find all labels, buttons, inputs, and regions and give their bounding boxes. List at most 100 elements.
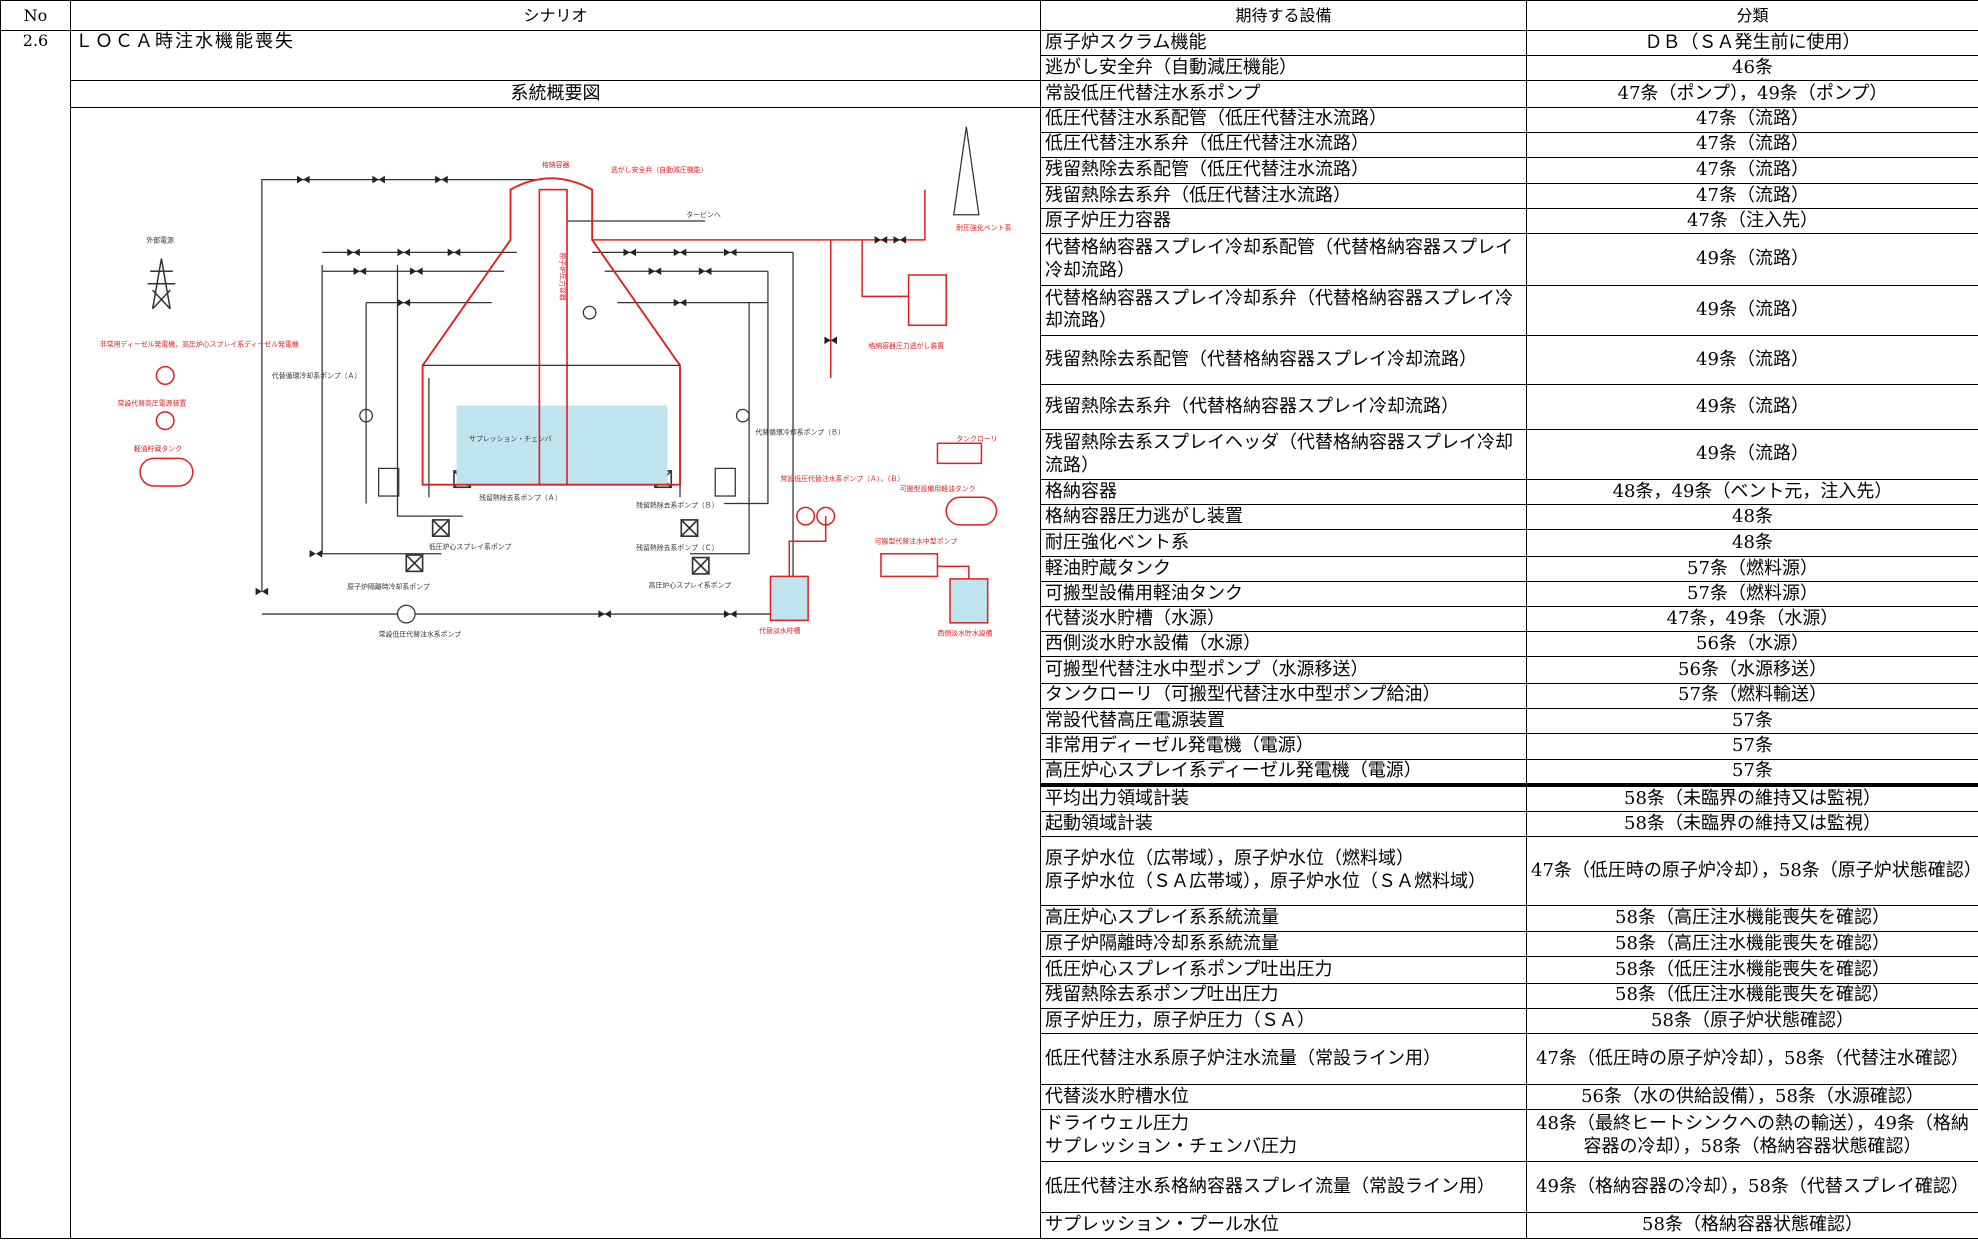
table-row: 残留熱除去系配管（低圧代替注水流路） 47条（流路） <box>1 156 1978 185</box>
valve <box>309 549 323 558</box>
pipe <box>396 264 463 517</box>
table-row: 格納容器圧力逃がし装置 48条 <box>1 504 1978 531</box>
table-row: 2.6 ＬＯＣＡ時注水機能喪失 原子炉スクラム機能 ＤＢ（ＳＡ発生前に使用） <box>0 29 1978 1239</box>
equipment: 低圧代替注水系原子炉注水流量（常設ライン用） <box>1040 1032 1527 1086</box>
diagram-shape <box>692 556 710 575</box>
pipe <box>261 178 542 592</box>
valve <box>347 248 360 256</box>
containment <box>421 176 681 486</box>
equipment: 残留熱除去系弁（代替格納容器スプレイ冷却流路） <box>1040 383 1527 431</box>
valve <box>623 248 637 256</box>
diagram-label: 常設低圧代替注水系ポンプ（Ａ），（Ｂ） <box>780 474 904 483</box>
reactor-vessel <box>538 188 568 486</box>
equipment: 軽油貯蔵タンク <box>1040 555 1527 582</box>
tank-truck <box>936 442 983 464</box>
system-diagram: 格納容器 逃がし安全弁（自動減圧機能） タービンへ 耐圧強化ベント系 外部電源 … <box>100 126 1012 638</box>
equipment: タンクローリ（可搬型代替注水中型ポンプ給油） <box>1040 682 1527 709</box>
pumps <box>405 469 710 575</box>
pump-x <box>431 518 450 537</box>
diagram-shape <box>432 518 450 537</box>
equipment: 低圧代替注水系弁（低圧代替注水流路） <box>1040 131 1527 158</box>
category: 58条（未臨界の維持又は監視） <box>1526 810 1978 837</box>
equipment: 格納容器圧力逃がし装置 <box>1040 504 1527 531</box>
scenario-name: ＬＯＣＡ時注水機能喪失 <box>70 29 1041 82</box>
valve <box>673 248 687 256</box>
pump <box>582 305 597 320</box>
diagram-label: 西側淡水貯水設備 <box>937 628 992 637</box>
freshwater-tank <box>769 575 809 621</box>
category: 58条（格納容器状態確認） <box>1526 1212 1978 1239</box>
category: 47条（ポンプ），49条（ポンプ） <box>1526 80 1978 108</box>
category: 56条（水の供給設備），58条（水源確認） <box>1526 1084 1978 1111</box>
diagram-title: 系統概要図 <box>70 80 1041 108</box>
pressure-relief-tank <box>907 273 947 326</box>
valve <box>297 175 310 183</box>
diagram-label: 常設低圧代替注水系ポンプ <box>379 629 462 638</box>
table-head: No シナリオ 期待する設備 分類 <box>0 0 1978 31</box>
equipment: 原子炉圧力容器 <box>1040 208 1527 235</box>
valve <box>673 298 687 306</box>
header-category: 分類 <box>1526 0 1978 31</box>
table-row: 残留熱除去系スプレイヘッダ（代替格納容器スプレイ冷却流路） 49条（流路） <box>1 429 1978 481</box>
valve <box>648 267 662 275</box>
diagram-shape <box>680 518 699 537</box>
pump-x <box>691 556 710 575</box>
category: 48条，49条（ベント元，注入先） <box>1526 479 1978 506</box>
diagram-label: 原子炉圧力容器 <box>559 252 568 300</box>
header-no: No <box>0 0 71 31</box>
category: 49条（格納容器の冷却），58条（代替スプレイ確認） <box>1526 1160 1978 1214</box>
category: 57条（燃料源） <box>1526 580 1978 608</box>
table-row: 残留熱除去系ポンプ吐出圧力 58条（低圧注水機能喪失を確認） <box>1 982 1978 1009</box>
table-row: 高圧炉心スプレイ系系統流量 58条（高圧注水機能喪失を確認） <box>1 904 1978 933</box>
equipment: 平均出力領域計装 <box>1040 784 1527 812</box>
table-row: 可搬型設備用軽油タンク 57条（燃料源） <box>1 580 1978 608</box>
diagram-label: 代替循環冷却系ポンプ（Ｂ） <box>755 427 844 436</box>
category: 58条（原子炉状態確認） <box>1526 1007 1978 1034</box>
diagram-label: 可搬型代替注水中型ポンプ <box>875 536 958 545</box>
diagram-label: 残留熱除去系ポンプ（Ｃ） <box>636 543 718 552</box>
diagram-label: 軽油貯蔵タンク <box>134 443 182 452</box>
category: 58条（低圧注水機能喪失を確認） <box>1526 956 1978 984</box>
diagram-label: 常設代替高圧電源装置 <box>117 398 186 407</box>
category: 58条（低圧注水機能喪失を確認） <box>1526 982 1978 1009</box>
equipment: 残留熱除去系スプレイヘッダ（代替格納容器スプレイ冷却流路） <box>1040 429 1527 481</box>
category: 56条（水源） <box>1526 631 1978 658</box>
header-scenario: シナリオ <box>70 0 1041 31</box>
category: 48条 <box>1526 529 1978 557</box>
category: 47条（流路） <box>1526 183 1978 210</box>
table-row: 低圧炉心スプレイ系ポンプ吐出圧力 58条（低圧注水機能喪失を確認） <box>1 956 1978 984</box>
table-row: 原子炉圧力，原子炉圧力（ＳＡ） 58条（原子炉状態確認） <box>1 1007 1978 1034</box>
diagram-shape <box>405 554 424 572</box>
oil-tank <box>139 457 194 487</box>
category: 57条 <box>1526 759 1978 787</box>
category: 58条（高圧注水機能喪失を確認） <box>1526 931 1978 958</box>
equipment: 代替格納容器スプレイ冷却系弁（代替格納容器スプレイ冷却流路） <box>1040 284 1527 337</box>
scenario-no: 2.6 <box>0 30 71 1239</box>
table-row: 平均出力領域計装 58条（未臨界の維持又は監視） <box>1 784 1978 812</box>
diagram-shape <box>431 518 450 537</box>
diagram-label: タービンへ <box>686 210 721 219</box>
valve <box>410 267 423 275</box>
equipment: 耐圧強化ベント系 <box>1040 529 1527 557</box>
category: 46条 <box>1526 55 1978 82</box>
equipment: 代替淡水貯槽（水源） <box>1040 606 1527 633</box>
diagram-label: 高圧炉心スプレイ系ポンプ <box>649 580 732 589</box>
category: 57条（燃料源） <box>1526 555 1978 582</box>
equipment: 原子炉スクラム機能 <box>1040 29 1527 57</box>
table-row: 系統概要図 常設低圧代替注水系ポンプ 47条（ポンプ），49条（ポンプ） <box>1 80 1978 108</box>
equipment: 常設低圧代替注水系ポンプ <box>1040 80 1527 108</box>
equipment: 常設代替高圧電源装置 <box>1040 707 1527 734</box>
diagram-label: 外部電源 <box>146 235 174 244</box>
valve <box>874 235 888 244</box>
category: 57条 <box>1526 707 1978 734</box>
diagram-label: 格納容器圧力逃がし装置 <box>868 340 944 349</box>
equipment: 残留熱除去系弁（低圧代替注水流路） <box>1040 183 1527 210</box>
header-equipment: 期待する設備 <box>1040 0 1527 31</box>
west-water-tank <box>949 577 989 624</box>
equipment: 格納容器 <box>1040 479 1527 506</box>
category: 49条（流路） <box>1526 284 1978 337</box>
table-row: 原子炉隔離時冷却系系統流量 58条（高圧注水機能喪失を確認） <box>1 931 1978 958</box>
equipment: 低圧炉心スプレイ系ポンプ吐出圧力 <box>1040 956 1527 984</box>
diagram-label: 低圧炉心スプレイ系ポンプ <box>429 541 512 550</box>
